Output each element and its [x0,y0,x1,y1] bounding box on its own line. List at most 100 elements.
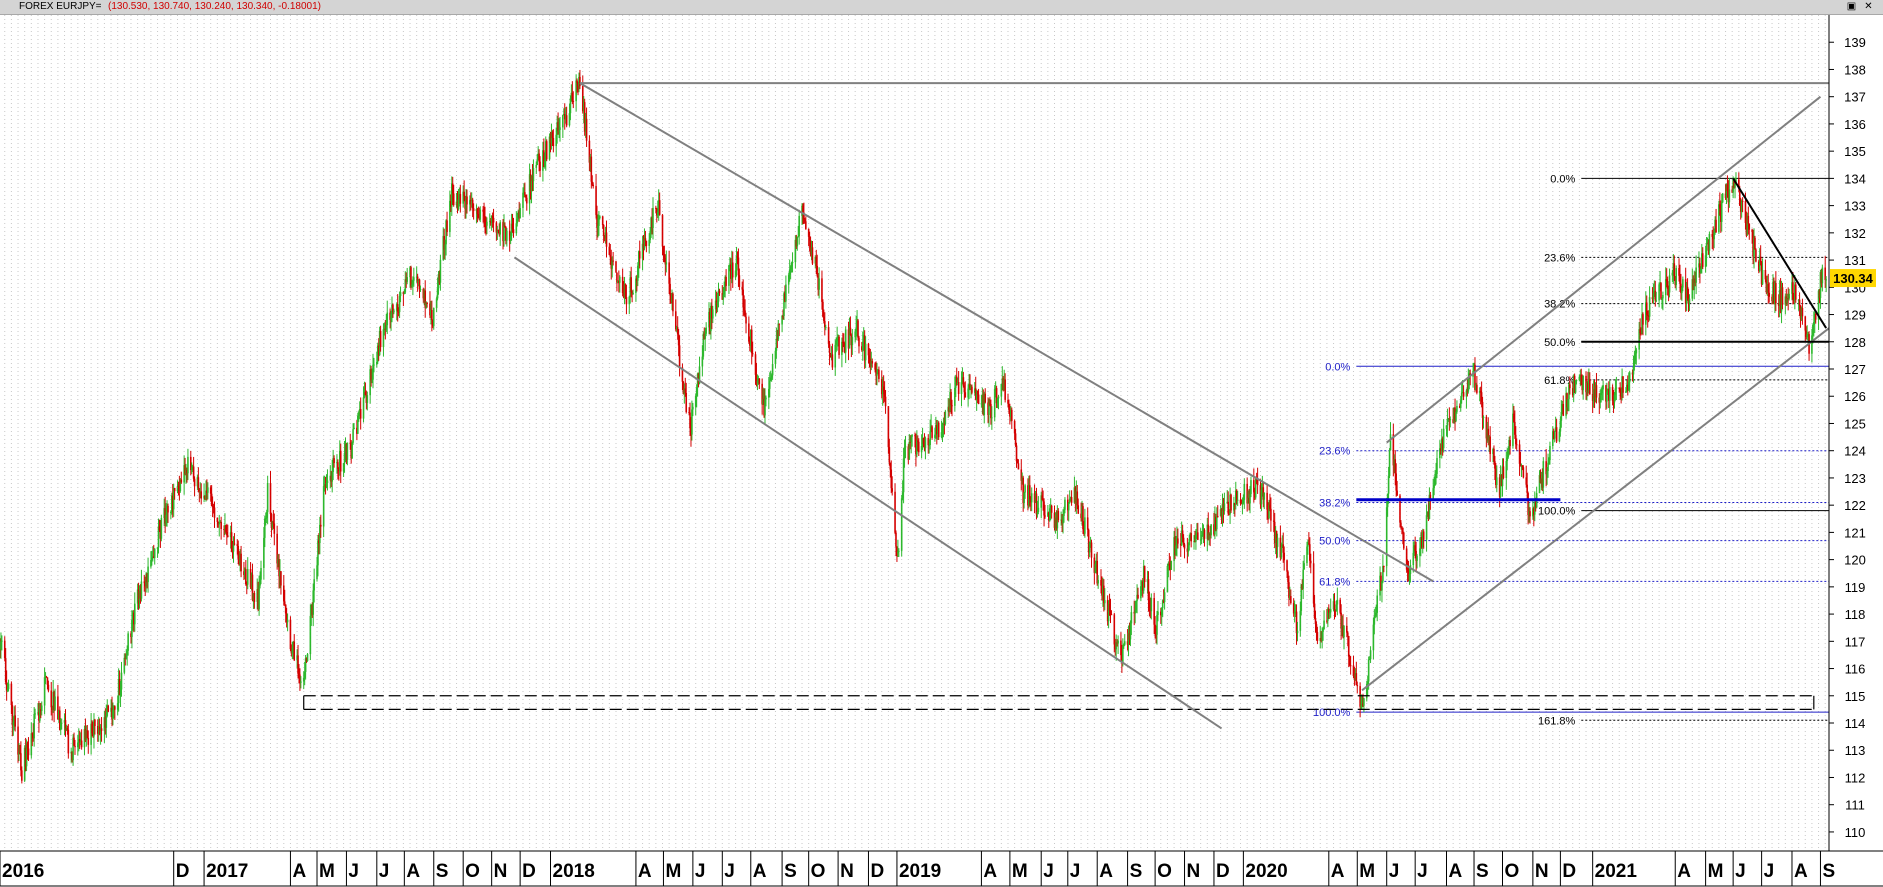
candle-body [1183,544,1186,549]
candle-body [1127,632,1130,645]
candle-body [1460,392,1463,401]
x-tick-label: S [436,861,449,882]
candle-body [220,521,222,530]
candle-body [300,681,302,683]
candle-body [331,471,334,482]
candle-body [1775,283,1777,304]
candle-body [1685,286,1688,304]
close-icon[interactable]: ✕ [1864,1,1873,12]
candle-body [1538,474,1541,494]
candle-body [1090,542,1093,558]
candle-body [47,684,50,691]
candle-body [674,311,677,330]
candle-body [1367,659,1370,682]
candle-body [269,482,272,515]
candle-body [1339,599,1341,613]
candle-body [716,301,719,305]
candle-body [1569,384,1571,389]
y-tick-label: 112 [1845,770,1866,785]
candle-body [775,338,778,351]
candle-body [189,456,192,471]
last-price-label: 130.34 [1833,271,1874,286]
candle-body [1024,485,1026,493]
candle-body [1076,491,1079,506]
candle-body [5,682,8,691]
candle-body [1313,603,1316,618]
candle-body [1781,287,1784,305]
candle-body [610,257,613,269]
candle-body [1588,379,1590,391]
x-tick-label: A [983,861,997,882]
candle-body [1817,290,1820,320]
candle-body [683,388,686,394]
candle-body [462,191,464,204]
candle-body [187,456,189,474]
candle-body [1359,686,1361,707]
y-tick-label: 122 [1844,498,1866,513]
candle-body [1096,560,1099,584]
candle-body [418,279,421,290]
candle-body [769,377,772,381]
candle-body [92,733,94,737]
candle-body [669,283,671,295]
candle-body [98,726,101,735]
candle-body [725,276,727,286]
candle-body [1561,403,1564,412]
candle-body [810,247,813,255]
candle-body [207,487,209,493]
candle-body [72,737,74,761]
candle-body [944,411,947,425]
candle-body [1652,293,1655,300]
candle-body [1575,380,1578,382]
candle-body [1791,282,1793,294]
candle-body [1199,539,1202,541]
candle-body [1788,293,1790,299]
candle-body [1694,278,1696,283]
candle-body [296,655,298,661]
candle-body [621,276,624,294]
candle-body [1162,600,1165,603]
candle-body [655,207,657,209]
price-chart[interactable]: 0.0%23.6%38.2%50.0%61.8%100.0%0.0%23.6%3… [0,15,1883,887]
candle-body [1758,256,1761,271]
candle-body [14,715,16,727]
candle-body [1764,270,1767,280]
candle-body [1074,487,1077,503]
candle-body [1269,504,1271,509]
candle-body [1625,391,1627,393]
candle-body [27,748,30,756]
candle-body [1122,646,1124,663]
candle-body [1267,509,1269,519]
candle-body [789,266,792,270]
candle-body [237,545,240,559]
candle-body [310,605,313,617]
candle-body [1675,268,1677,286]
candle-body [897,551,899,554]
candle-body [1485,416,1488,439]
candle-body [1213,524,1215,535]
candle-body [39,709,41,721]
candle-body [1262,487,1265,500]
candle-body [1017,463,1020,470]
candle-body [1081,506,1083,519]
candle-body [18,752,20,755]
candle-body [842,341,844,343]
candle-body [1190,533,1192,542]
candle-body [1140,586,1142,599]
candle-body [843,346,846,353]
candle-body [435,298,438,309]
candle-body [658,200,661,215]
candle-body [1435,473,1437,475]
candle-body [894,491,896,533]
candle-body [691,409,693,435]
x-tick-label: 2016 [2,861,44,882]
candle-body [429,303,431,316]
candle-body [784,293,786,302]
restore-icon[interactable]: ▣ [1846,1,1857,12]
candle-body [1801,308,1804,317]
candle-body [1476,384,1478,393]
candle-body [768,380,771,389]
candle-body [745,316,747,324]
candle-body [0,641,2,650]
candle-body [1446,418,1449,426]
